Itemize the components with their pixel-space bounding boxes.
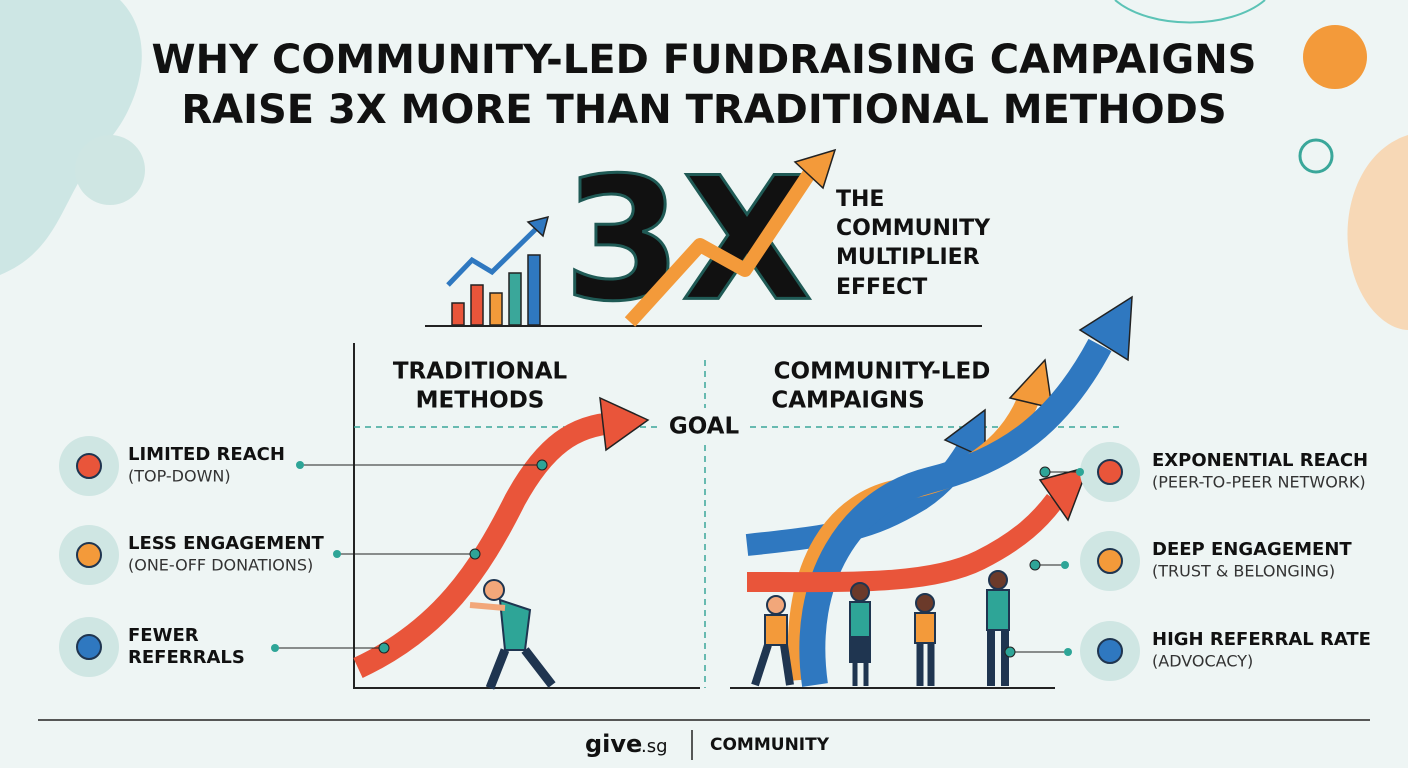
hero-arrowhead: [793, 148, 837, 190]
hero-caption: EFFECT: [836, 275, 927, 300]
arrowhead: [1078, 295, 1133, 362]
item-subtitle: (ONE-OFF DONATIONS): [128, 556, 313, 575]
connector-dot: [536, 459, 548, 471]
heading: TRADITIONAL: [393, 359, 568, 385]
heading: CAMPAIGNS: [771, 388, 924, 414]
item-subtitle: (TRUST & BELONGING): [1152, 562, 1335, 581]
connector-dot: [1004, 646, 1016, 658]
connector-dot: [271, 644, 279, 652]
traditional-arrow: [353, 412, 616, 678]
item-title: LESS ENGAGEMENT: [128, 533, 325, 554]
item-subtitle: (TOP-DOWN): [128, 467, 231, 486]
item-title: FEWER: [128, 625, 199, 646]
arrowhead: [943, 408, 986, 460]
connector-dot: [333, 550, 341, 558]
item-title: DEEP ENGAGEMENT: [1152, 539, 1352, 560]
connector-dot: [1061, 561, 1069, 569]
hero-arrow: [624, 161, 821, 327]
person: [469, 579, 556, 690]
blob: [1347, 135, 1408, 330]
arrowhead: [1008, 358, 1053, 409]
ring: [1114, 0, 1266, 24]
icon: [1097, 548, 1123, 574]
item-title: LIMITED REACH: [128, 444, 285, 465]
item-title: HIGH REFERRAL RATE: [1152, 629, 1371, 650]
heading: COMMUNITY-LED: [774, 359, 991, 385]
item-subtitle: (PEER-TO-PEER NETWORK): [1152, 473, 1366, 492]
dot: [1303, 25, 1367, 89]
hero-caption: MULTIPLIER: [836, 245, 980, 270]
hero-caption: THE: [836, 187, 884, 212]
title: RAISE 3X MORE THAN TRADITIONAL METHODS: [181, 87, 1226, 133]
item-title: EXPONENTIAL REACH: [1152, 450, 1368, 471]
people: [751, 570, 1010, 687]
connector-dot: [469, 548, 481, 560]
icon: [76, 453, 102, 479]
connector-dot: [378, 642, 390, 654]
ring: [1298, 138, 1334, 174]
footer-tag: COMMUNITY: [710, 735, 830, 755]
community-arrow: [799, 338, 1112, 687]
hero-caption: COMMUNITY: [836, 216, 991, 241]
heading: METHODS: [416, 388, 545, 414]
arrowhead: [1038, 465, 1090, 522]
icon: [1097, 638, 1123, 664]
blob: [0, 0, 142, 275]
connector-dot: [1039, 466, 1051, 478]
arrowhead: [599, 396, 650, 452]
title: WHY COMMUNITY-LED FUNDRAISING CAMPAIGNS: [152, 37, 1257, 83]
mini-chart: [446, 215, 550, 326]
community-arrow: [746, 493, 1063, 593]
connector-dot: [1064, 648, 1072, 656]
goal-label: GOAL: [669, 414, 740, 440]
icon: [1097, 459, 1123, 485]
brand-suffix: .sg: [641, 736, 668, 757]
connector-dot: [1076, 468, 1084, 476]
icon: [76, 542, 102, 568]
item-title: REFERRALS: [128, 647, 245, 668]
connector-dot: [1029, 559, 1041, 571]
item-subtitle: (ADVOCACY): [1152, 652, 1253, 671]
blob: [75, 135, 145, 205]
icon: [76, 634, 102, 660]
brand: give: [585, 730, 642, 758]
connector-dot: [296, 461, 304, 469]
hero-number: 3X: [563, 141, 812, 339]
